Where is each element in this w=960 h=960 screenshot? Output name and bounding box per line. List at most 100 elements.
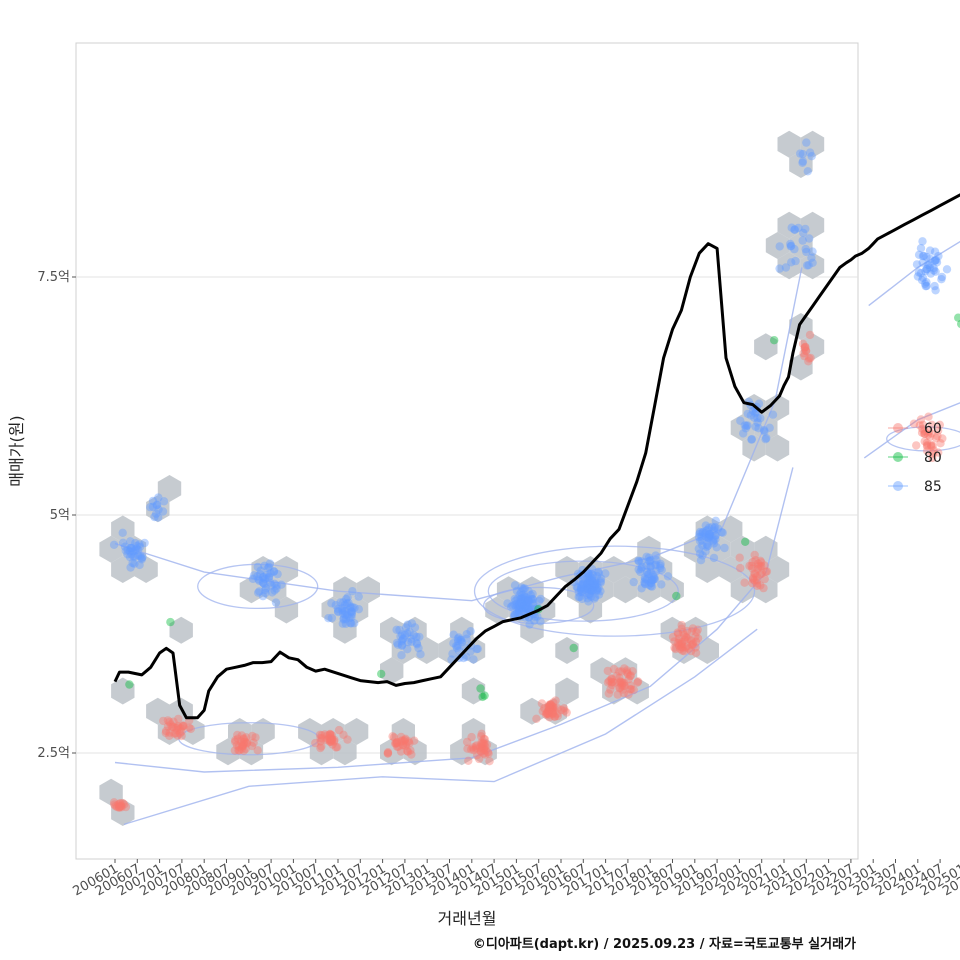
- data-point-60: [174, 723, 183, 732]
- data-point-60: [117, 801, 126, 811]
- hex-bin: [391, 637, 415, 664]
- data-point-60: [688, 624, 698, 633]
- data-point-85: [398, 635, 407, 644]
- data-point-85: [747, 435, 756, 444]
- data-point-85: [586, 592, 596, 601]
- data-point-85: [574, 592, 583, 602]
- data-point-60: [933, 431, 942, 441]
- data-point-60: [315, 730, 325, 739]
- data-point-80: [954, 313, 960, 322]
- hex-bin: [707, 535, 731, 563]
- hex-bin: [111, 799, 135, 826]
- data-point-85: [804, 261, 813, 270]
- data-point-60: [615, 678, 625, 687]
- data-point-85: [273, 569, 282, 579]
- data-point-60: [477, 729, 486, 738]
- data-point-85: [258, 592, 268, 601]
- data-point-85: [736, 416, 745, 425]
- data-point-85: [154, 505, 163, 514]
- hex-bin: [602, 677, 626, 705]
- data-point-85: [919, 251, 929, 261]
- data-point-85: [644, 570, 653, 579]
- data-point-60: [177, 727, 186, 736]
- data-point-60: [389, 733, 399, 742]
- data-point-85: [401, 623, 411, 632]
- data-point-85: [512, 599, 521, 609]
- data-point-85: [519, 597, 528, 606]
- data-point-85: [588, 574, 597, 583]
- data-point-85: [588, 576, 597, 585]
- hex-bin: [578, 596, 603, 624]
- data-point-85: [354, 592, 363, 601]
- data-point-85: [265, 559, 275, 568]
- hex-bin: [403, 738, 427, 766]
- data-point-85: [591, 580, 600, 590]
- data-point-85: [596, 587, 605, 596]
- data-point-60: [388, 732, 397, 741]
- data-point-60: [239, 746, 248, 755]
- data-point-85: [256, 566, 265, 575]
- data-point-85: [525, 620, 534, 629]
- data-point-85: [918, 237, 927, 246]
- data-point-85: [592, 579, 602, 588]
- density-contour: [197, 563, 319, 610]
- data-point-60: [394, 742, 403, 751]
- hex-bin: [146, 495, 170, 523]
- data-point-60: [542, 709, 552, 718]
- hex-bin: [157, 718, 182, 745]
- data-point-85: [526, 594, 536, 604]
- data-point-85: [584, 597, 593, 606]
- data-point-85: [523, 601, 533, 611]
- data-point-85: [347, 619, 356, 628]
- data-point-85: [520, 596, 529, 605]
- data-point-85: [264, 562, 274, 572]
- data-point-85: [642, 552, 651, 561]
- data-point-60: [322, 735, 331, 745]
- data-point-85: [584, 589, 594, 598]
- data-point-85: [272, 584, 281, 593]
- data-point-60: [674, 629, 683, 638]
- data-point-60: [800, 351, 809, 361]
- data-point-60: [230, 746, 240, 755]
- data-point-85: [521, 593, 531, 602]
- data-point-85: [926, 269, 935, 278]
- data-point-85: [395, 625, 404, 635]
- data-point-85: [801, 224, 810, 234]
- data-point-85: [798, 157, 808, 166]
- data-point-85: [397, 640, 407, 650]
- data-point-85: [922, 252, 931, 262]
- data-point-60: [804, 357, 813, 366]
- data-point-85: [574, 588, 583, 597]
- data-point-60: [118, 798, 128, 808]
- data-point-85: [528, 599, 537, 609]
- data-point-85: [412, 638, 421, 648]
- data-point-85: [805, 234, 814, 243]
- data-point-85: [327, 599, 336, 608]
- data-point-85: [710, 524, 719, 533]
- data-point-85: [929, 263, 938, 273]
- data-point-85: [407, 619, 417, 628]
- data-point-80: [480, 691, 489, 700]
- data-point-85: [262, 570, 271, 580]
- data-point-85: [747, 435, 756, 444]
- data-point-60: [562, 708, 571, 717]
- data-point-60: [688, 639, 698, 648]
- data-point-60: [753, 559, 763, 568]
- data-point-85: [695, 527, 705, 537]
- data-point-85: [703, 533, 712, 543]
- data-point-60: [677, 640, 687, 649]
- hex-bin: [298, 718, 322, 745]
- hex-bin: [800, 130, 825, 158]
- data-point-85: [578, 586, 587, 595]
- data-point-85: [516, 597, 526, 607]
- data-point-60: [805, 330, 815, 340]
- data-point-60: [680, 635, 689, 645]
- data-point-85: [925, 246, 935, 255]
- data-point-85: [260, 574, 270, 584]
- data-point-60: [748, 573, 758, 582]
- data-point-60: [398, 740, 408, 749]
- data-point-60: [165, 728, 174, 737]
- data-point-60: [805, 354, 814, 363]
- data-point-60: [683, 634, 693, 643]
- data-point-60: [481, 746, 490, 755]
